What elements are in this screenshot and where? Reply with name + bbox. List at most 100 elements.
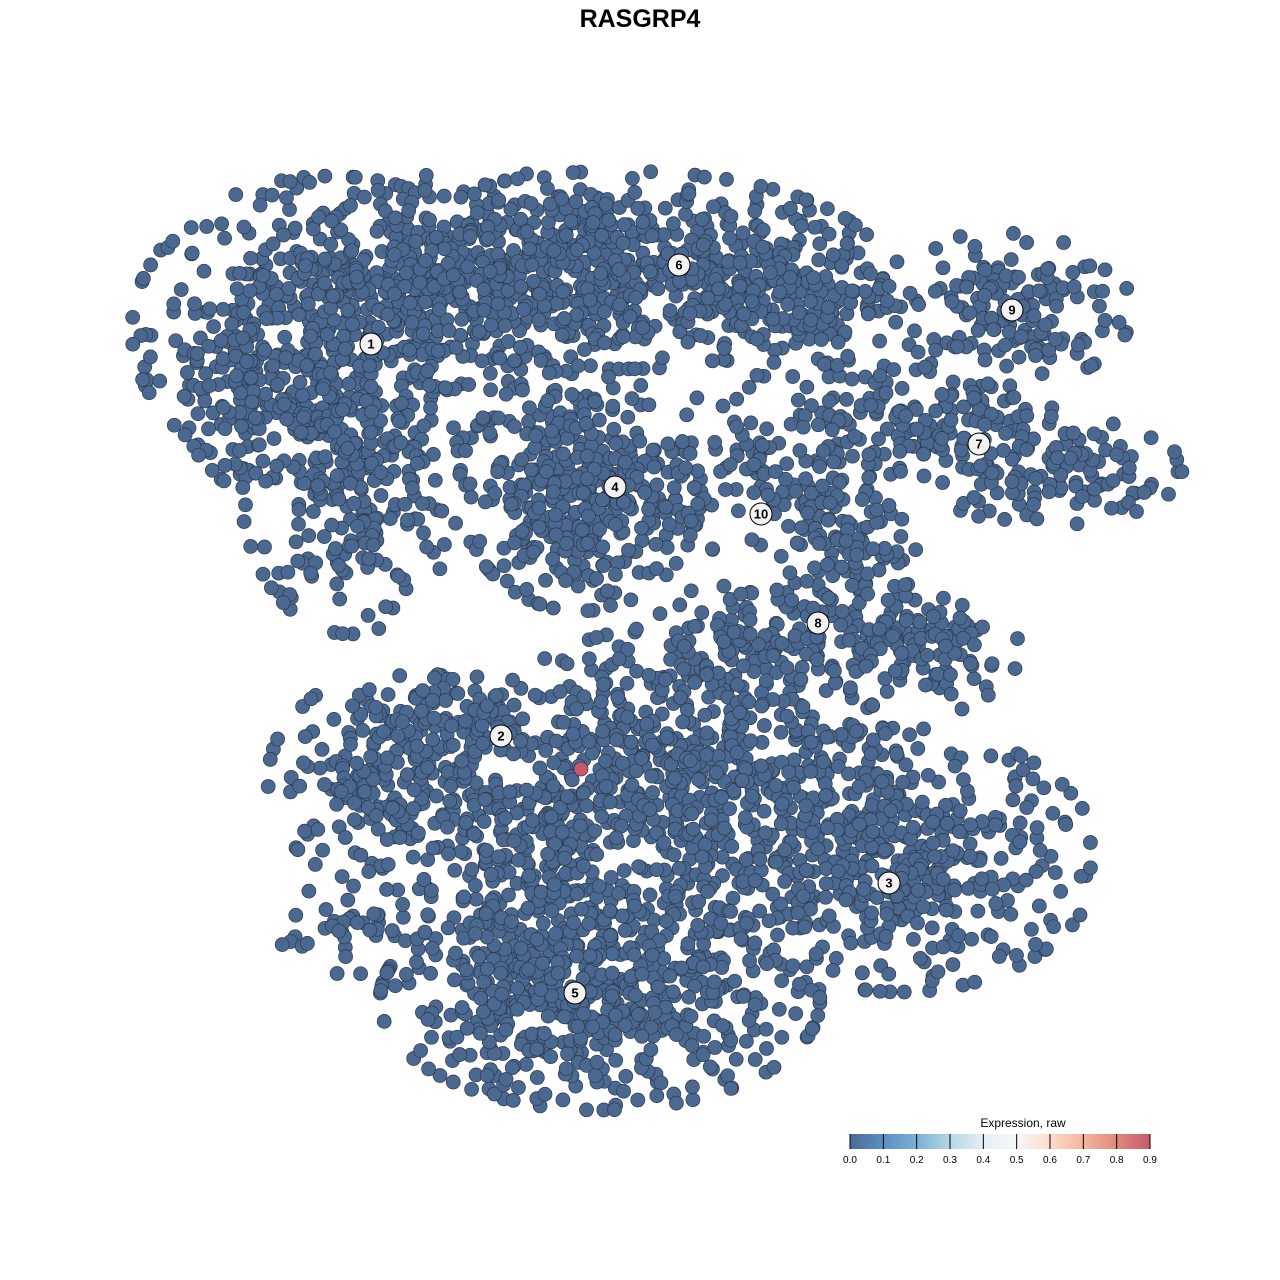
- data-point: [898, 408, 914, 424]
- data-point: [967, 239, 983, 254]
- data-point: [977, 262, 993, 278]
- data-point: [563, 213, 579, 229]
- data-point: [552, 684, 568, 699]
- data-point: [993, 851, 1009, 866]
- data-point: [303, 565, 319, 581]
- data-point: [818, 788, 834, 803]
- data-point: [656, 835, 672, 851]
- data-point: [470, 205, 485, 221]
- data-point: [660, 436, 676, 452]
- data-point: [460, 259, 475, 275]
- data-point: [643, 164, 659, 180]
- data-point: [749, 367, 765, 383]
- data-point: [680, 936, 696, 951]
- data-point: [864, 858, 880, 874]
- data-point: [699, 667, 715, 683]
- data-point: [420, 760, 435, 776]
- data-point: [531, 519, 547, 535]
- data-point: [962, 836, 978, 852]
- data-point: [361, 682, 377, 697]
- data-point: [546, 243, 562, 258]
- data-point: [317, 275, 332, 291]
- data-point: [514, 523, 530, 539]
- data-point: [715, 398, 731, 414]
- data-point: [592, 521, 607, 537]
- data-point: [896, 984, 912, 1000]
- data-point: [1026, 308, 1042, 324]
- data-point: [378, 599, 394, 615]
- data-point: [860, 566, 875, 582]
- data-point: [515, 711, 531, 727]
- data-point: [265, 236, 281, 252]
- data-point: [1083, 835, 1098, 850]
- data-point: [391, 413, 407, 429]
- data-point: [492, 350, 508, 366]
- data-point: [954, 701, 970, 717]
- data-point: [315, 381, 331, 397]
- data-point: [1008, 778, 1024, 794]
- data-point: [759, 1041, 774, 1056]
- data-point: [601, 369, 616, 385]
- data-point: [730, 677, 745, 693]
- data-point: [768, 778, 784, 793]
- data-point: [357, 189, 372, 205]
- data-point: [799, 573, 815, 589]
- data-point: [296, 755, 311, 771]
- data-point: [991, 949, 1007, 964]
- data-point: [934, 386, 950, 402]
- data-point: [985, 881, 1000, 897]
- data-point: [329, 966, 345, 981]
- data-point: [393, 435, 409, 450]
- data-point: [1070, 337, 1086, 353]
- data-point: [380, 307, 396, 322]
- data-point: [642, 264, 658, 279]
- data-point: [818, 876, 834, 891]
- data-point: [402, 295, 418, 311]
- data-point: [306, 504, 321, 519]
- data-point: [402, 342, 417, 358]
- data-point: [684, 806, 700, 822]
- data-point: [595, 539, 611, 555]
- data-point: [845, 448, 860, 464]
- data-point: [1019, 442, 1034, 458]
- data-point: [886, 362, 902, 377]
- data-point: [858, 982, 873, 998]
- data-point: [646, 459, 662, 475]
- data-point: [292, 778, 308, 794]
- data-point: [333, 784, 349, 799]
- data-point: [565, 726, 581, 742]
- data-point: [1019, 800, 1035, 815]
- data-point: [1012, 834, 1028, 850]
- data-point: [545, 600, 561, 616]
- data-point: [659, 730, 675, 746]
- data-point: [405, 480, 420, 496]
- data-point: [1161, 486, 1176, 502]
- data-point: [735, 874, 751, 889]
- data-point: [883, 803, 899, 818]
- data-point: [658, 499, 674, 515]
- data-point: [335, 402, 350, 418]
- data-point: [915, 899, 931, 915]
- data-point: [409, 738, 425, 754]
- data-point: [810, 417, 826, 433]
- data-point: [454, 753, 470, 769]
- data-point: [490, 296, 506, 312]
- data-point: [807, 219, 822, 235]
- data-point: [639, 716, 655, 732]
- data-point: [988, 896, 1004, 911]
- data-point: [967, 974, 983, 990]
- data-point: [666, 216, 681, 231]
- data-point: [540, 393, 556, 408]
- data-point: [675, 434, 690, 449]
- data-point: [576, 785, 591, 801]
- data-point: [742, 612, 758, 628]
- data-point: [462, 229, 478, 244]
- data-point: [1074, 489, 1090, 504]
- data-point: [851, 779, 867, 795]
- data-point: [340, 302, 356, 318]
- data-point: [331, 558, 347, 573]
- data-point: [789, 535, 805, 551]
- data-point: [674, 960, 689, 976]
- data-point: [872, 368, 888, 384]
- data-point: [616, 863, 632, 878]
